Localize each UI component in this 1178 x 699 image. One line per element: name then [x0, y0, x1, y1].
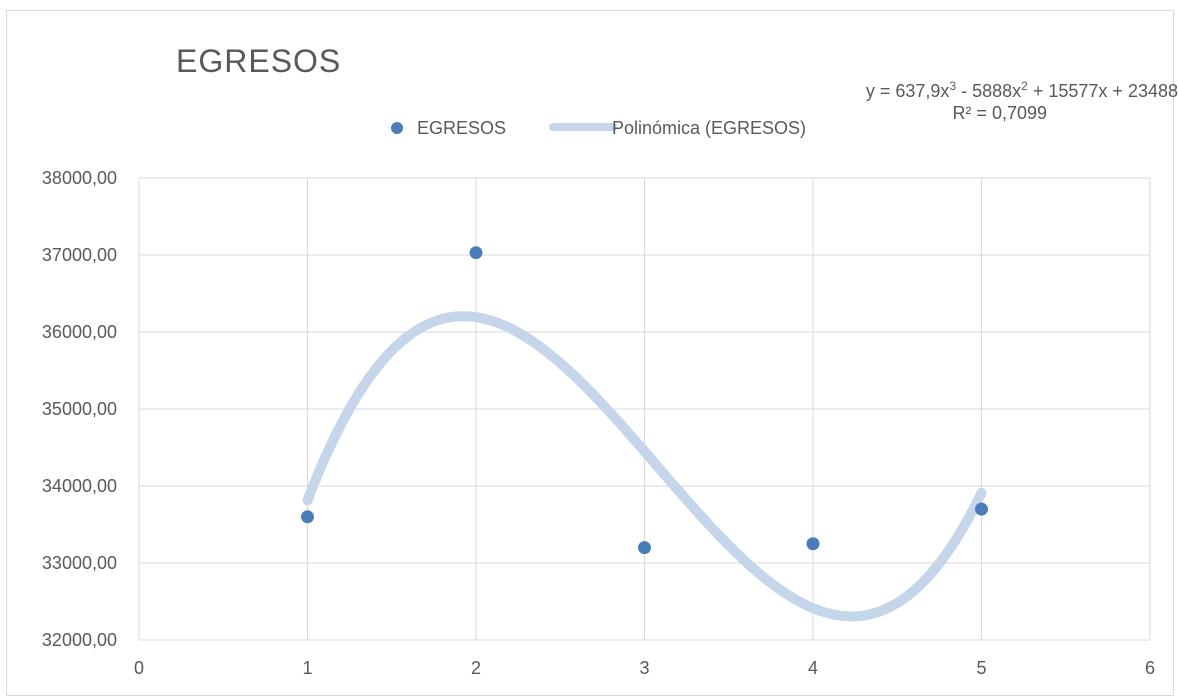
legend: EGRESOS Polinómica (EGRESOS) — [391, 118, 806, 138]
data-point-0-0 — [301, 510, 314, 524]
y-tick-label-2: 34000,00 — [42, 476, 117, 496]
chart-title: EGRESOS — [176, 43, 341, 79]
x-tick-label-5: 5 — [976, 658, 986, 678]
y-tick-label-6: 38000,00 — [42, 168, 117, 188]
y-tick-label-4: 36000,00 — [42, 322, 117, 342]
data-point-0-3 — [806, 537, 820, 551]
trendline-equation: y = 637,9x3 - 5888x2 + 15577x + 23488 — [866, 79, 1178, 101]
legend-marker-egresos — [391, 122, 403, 134]
x-axis-tick-labels: 0 1 2 3 4 5 6 — [134, 658, 1155, 678]
data-points — [301, 246, 988, 555]
equation-exponent-3: 3 — [949, 79, 956, 93]
trendline — [302, 311, 987, 622]
x-tick-label-1: 1 — [302, 658, 312, 678]
legend-label-egresos: EGRESOS — [417, 118, 506, 138]
data-point-0-2 — [638, 541, 651, 555]
trendline-r-squared: R² = 0,7099 — [952, 103, 1047, 123]
legend-label-trendline: Polinómica (EGRESOS) — [612, 118, 806, 138]
y-tick-label-0: 32000,00 — [42, 630, 117, 650]
data-point-0-4 — [975, 502, 988, 516]
y-tick-label-1: 33000,00 — [42, 553, 117, 573]
equation-exponent-2: 2 — [1021, 79, 1028, 93]
equation-prefix: y = 637,9x — [866, 81, 950, 101]
y-axis-tick-labels: 32000,00 33000,00 34000,00 35000,00 36000,00… — [42, 168, 117, 650]
trendline-curve — [302, 311, 987, 622]
y-tick-label-3: 35000,00 — [42, 399, 117, 419]
data-point-0-1 — [469, 246, 483, 260]
x-tick-label-4: 4 — [808, 658, 818, 678]
x-tick-label-6: 6 — [1145, 658, 1155, 678]
gridlines — [138, 177, 1151, 641]
x-tick-label-2: 2 — [471, 658, 481, 678]
equation-suffix: + 15577x + 23488 — [1028, 81, 1178, 101]
x-tick-label-0: 0 — [134, 658, 144, 678]
equation-middle: - 5888x — [956, 81, 1021, 101]
y-tick-label-5: 37000,00 — [42, 245, 117, 265]
x-tick-label-3: 3 — [639, 658, 649, 678]
